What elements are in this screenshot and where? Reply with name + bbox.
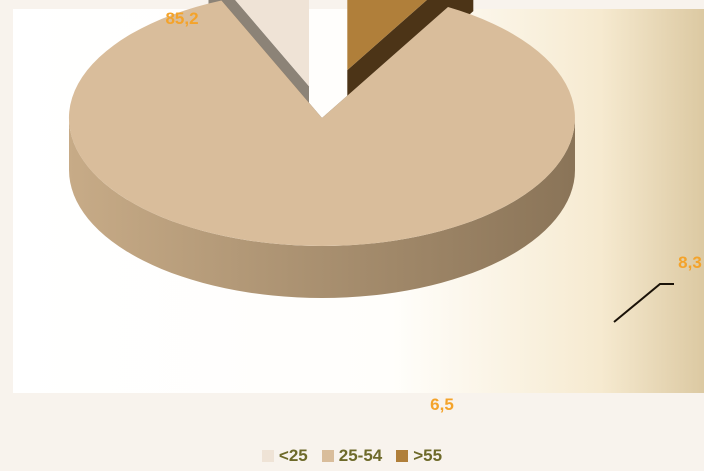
slice-25-54-top [68, 0, 575, 246]
data-label-under-25: 6,5 [430, 395, 454, 414]
data-label-over-55: 8,3 [678, 253, 702, 272]
legend-item-over-55: >55 [396, 446, 442, 466]
data-labels: 6,5 85,2 8,3 [165, 9, 701, 414]
slice-25-54-side-0 [69, 118, 575, 298]
legend-swatch-under-25 [261, 450, 274, 462]
slice-25-54 [68, 0, 575, 298]
legend-label-25-54: 25-54 [338, 446, 383, 465]
data-label-25-54: 85,2 [165, 9, 198, 28]
legend: <25 25-54 >55 [0, 446, 704, 466]
legend-swatch-over-55 [396, 450, 409, 462]
legend-swatch-25-54 [321, 450, 334, 462]
pie-slices [68, 0, 575, 298]
legend-label-over-55: >55 [413, 446, 443, 465]
slice-over-55-top [347, 0, 427, 71]
slice-under-25-top [235, 0, 309, 87]
legend-item-under-25: <25 [261, 446, 308, 466]
legend-item-25-54: 25-54 [321, 446, 383, 466]
legend-label-under-25: <25 [278, 446, 308, 465]
leader-line-over-55 [613, 283, 674, 323]
